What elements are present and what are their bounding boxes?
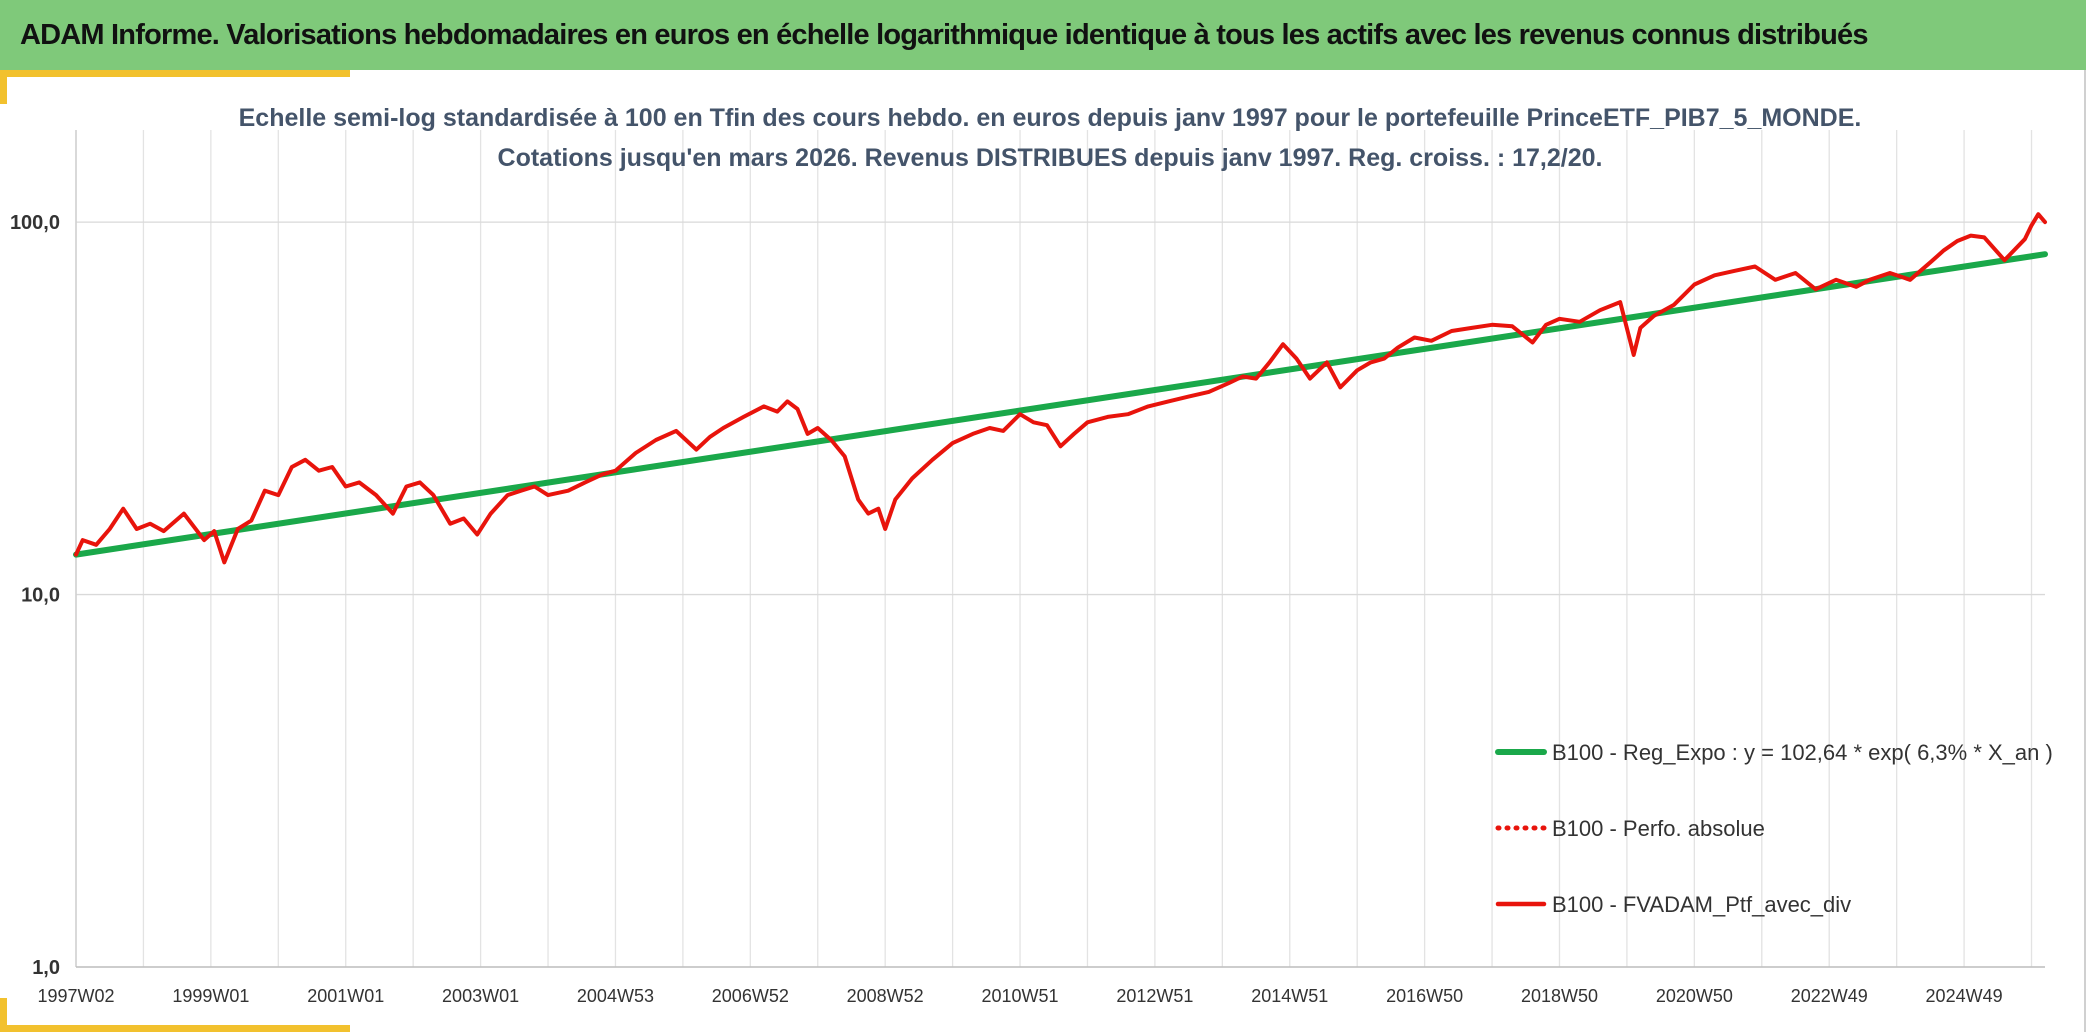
legend-label-1: B100 - Perfo. absolue — [1552, 816, 1765, 841]
x-tick-label: 2008W52 — [847, 986, 924, 1006]
legend-label-0: B100 - Reg_Expo : y = 102,64 * exp( 6,3%… — [1552, 740, 2053, 765]
series-layer — [73, 212, 2048, 565]
x-tick-label: 2014W51 — [1251, 986, 1328, 1006]
x-tick-label: 2001W01 — [307, 986, 384, 1006]
accent-bar-left-top — [0, 70, 7, 104]
x-tick-label: 2022W49 — [1791, 986, 1868, 1006]
legend: B100 - Reg_Expo : y = 102,64 * exp( 6,3%… — [1495, 740, 2053, 917]
x-tick-label: 2006W52 — [712, 986, 789, 1006]
chart-title: Echelle semi-log standardisée à 100 en T… — [239, 104, 1862, 172]
chart-title-line-2: Cotations jusqu'en mars 2026. Revenus DI… — [498, 144, 1603, 172]
grid-layer — [75, 130, 2045, 968]
x-tick-label: 1997W02 — [37, 986, 114, 1006]
frame-right — [2084, 70, 2086, 1032]
header-banner: ADAM Informe. Valorisations hebdomadaire… — [0, 0, 2086, 70]
x-tick-label: 2012W51 — [1116, 986, 1193, 1006]
x-tick-label: 2010W51 — [982, 986, 1059, 1006]
x-tick-label: 1999W01 — [172, 986, 249, 1006]
legend-label-2: B100 - FVADAM_Ptf_avec_div — [1552, 892, 1851, 917]
accent-bar-bottom — [0, 1025, 350, 1032]
y-tick-label: 100,0 — [10, 212, 60, 234]
accent-bar-left-bottom — [0, 998, 7, 1032]
x-tick-label: 2020W50 — [1656, 986, 1733, 1006]
page-title: ADAM Informe. Valorisations hebdomadaire… — [20, 18, 1868, 51]
x-tick-label: 2016W50 — [1386, 986, 1463, 1006]
x-tick-label: 2018W50 — [1521, 986, 1598, 1006]
axis-layer: 1,0 10,0 100,0 1997W02 1999W01 2001W01 2003W01… — [10, 130, 2045, 1006]
accent-bar-top — [0, 70, 350, 77]
x-tick-label: 2004W53 — [577, 986, 654, 1006]
x-tick-label: 2003W01 — [442, 986, 519, 1006]
x-tick-label: 2024W49 — [1926, 986, 2003, 1006]
series-line-0 — [73, 251, 2048, 558]
chart-title-line-1: Echelle semi-log standardisée à 100 en T… — [239, 104, 1862, 132]
series-line-2 — [74, 212, 2047, 565]
y-tick-label: 1,0 — [32, 957, 60, 979]
y-tick-label: 10,0 — [21, 585, 60, 607]
